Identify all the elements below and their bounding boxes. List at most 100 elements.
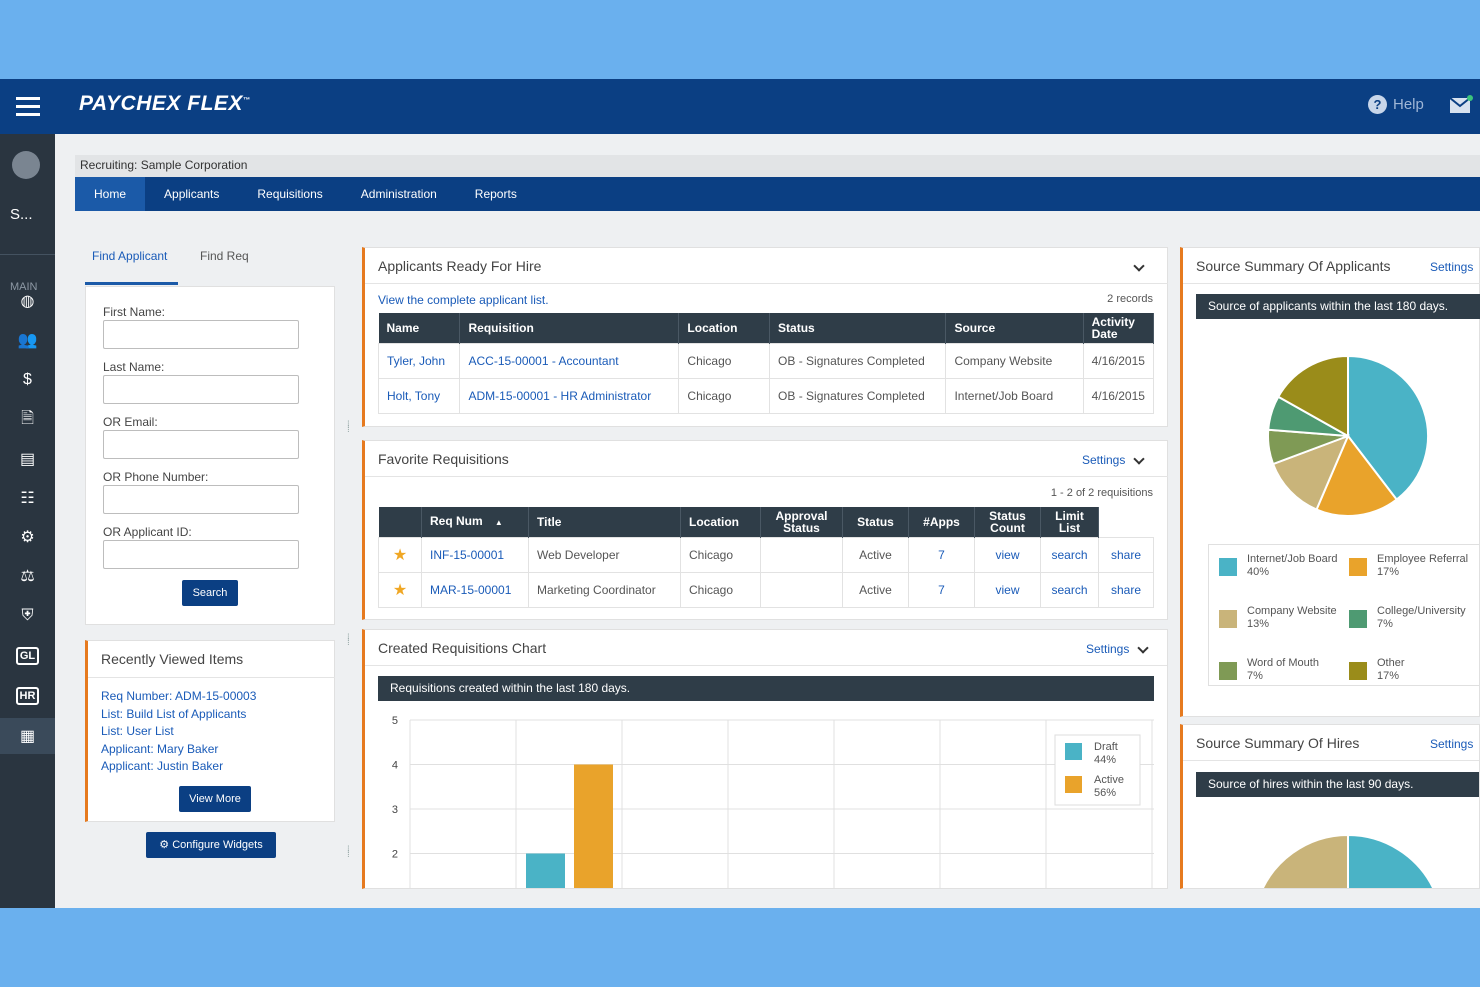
breadcrumb: Recruiting: Sample Corporation — [75, 155, 1480, 177]
tab-reports[interactable]: Reports — [474, 187, 517, 201]
column-header[interactable]: Source — [945, 313, 1084, 343]
column-header[interactable]: Approval Status — [760, 507, 843, 537]
action-link[interactable]: view — [974, 571, 1041, 608]
view-more-button[interactable]: View More — [179, 786, 251, 812]
legend-item: Company Website 13% — [1219, 605, 1349, 631]
legend-text: Company Website 13% — [1247, 605, 1337, 631]
column-header[interactable]: Req Num ▲ — [421, 507, 529, 537]
recent-item-link[interactable]: Applicant: Justin Baker — [101, 759, 224, 773]
email-input[interactable] — [103, 430, 299, 459]
column-header[interactable]: Location — [678, 313, 771, 343]
legend-swatch — [1349, 610, 1367, 628]
applicant-name-link[interactable]: Tyler, John — [377, 342, 461, 379]
sort-ascending-icon[interactable]: ▲ — [492, 517, 503, 527]
drag-handle[interactable]: ⁞ ⁞ — [347, 845, 350, 860]
gear-people-icon[interactable]: ⚙ — [20, 529, 35, 546]
column-header[interactable]: Requisition — [459, 313, 680, 343]
search-button[interactable]: Search — [182, 580, 238, 606]
action-link[interactable]: 7 — [908, 571, 975, 608]
pie-slice — [1315, 434, 1399, 517]
recent-item-link[interactable]: Applicant: Mary Baker — [101, 741, 219, 756]
recent-item-link[interactable]: List: User List — [101, 724, 174, 738]
dollar-icon[interactable]: $ — [23, 371, 32, 388]
chevron-down-icon[interactable] — [1133, 453, 1145, 465]
created-chart-banner: Requisitions created within the last 180… — [378, 676, 1154, 701]
recent-item-link[interactable]: List: Build List of Applicants — [101, 706, 247, 721]
requisition-link[interactable]: ACC-15-00001 - Accountant — [459, 342, 680, 379]
records-count: 2 records — [1107, 293, 1153, 305]
table-cell — [760, 536, 843, 573]
user-name[interactable]: S... — [10, 206, 33, 223]
drag-handle[interactable]: ⁞ ⁞ — [347, 633, 350, 648]
gl-icon[interactable]: GL — [0, 638, 55, 674]
source-applicants-settings-link[interactable]: Settings — [1430, 260, 1474, 274]
tab-requisitions[interactable]: Requisitions — [257, 187, 323, 201]
column-header[interactable]: Limit List — [1040, 507, 1099, 537]
action-link[interactable]: share — [1098, 571, 1154, 608]
hr-icon[interactable]: HR — [0, 678, 55, 714]
chevron-down-icon[interactable] — [1137, 642, 1149, 654]
find-applicant-panel: First Name: Last Name: OR Email: OR Phon… — [85, 286, 335, 625]
table-cell: Chicago — [680, 536, 761, 573]
document-clock-icon[interactable]: 🗎 — [21, 409, 34, 427]
ledger-icon[interactable]: ▤ — [19, 451, 36, 468]
column-header[interactable]: Status Count — [974, 507, 1041, 537]
scales-icon[interactable]: ⚖ — [20, 568, 35, 585]
bar — [574, 764, 613, 888]
req-num-link[interactable]: INF-15-00001 — [421, 536, 529, 573]
first-name-input[interactable] — [103, 320, 299, 349]
hamburger-menu-icon[interactable] — [0, 79, 55, 134]
find-tab-req[interactable]: Find Req — [200, 249, 249, 263]
legend-value: 44% — [1094, 754, 1116, 766]
users-icon[interactable]: 👥 — [17, 332, 38, 349]
applicant-id-input[interactable] — [103, 540, 299, 569]
column-header[interactable]: Location — [680, 507, 761, 537]
shield-icon[interactable]: ⛨ — [21, 607, 34, 624]
last-name-input[interactable] — [103, 375, 299, 404]
action-link[interactable]: view — [974, 536, 1041, 573]
avatar[interactable] — [12, 151, 40, 179]
column-header[interactable]: Activity Date — [1083, 313, 1155, 343]
column-header[interactable]: Name — [378, 313, 461, 343]
table-cell: Chicago — [680, 571, 761, 608]
column-label: Location — [689, 514, 739, 529]
source-hires-pie-chart — [1261, 833, 1435, 888]
calculator-icon[interactable]: ▦ — [0, 718, 55, 754]
action-link[interactable]: 7 — [908, 536, 975, 573]
drag-handle[interactable]: ⁞ ⁞ — [347, 420, 350, 435]
phone-input[interactable] — [103, 485, 299, 514]
mail-icon[interactable] — [1450, 95, 1474, 115]
legend-value: 56% — [1094, 787, 1116, 799]
req-num-link[interactable]: MAR-15-00001 — [421, 571, 529, 608]
tab-home[interactable]: Home — [75, 177, 146, 211]
column-header[interactable]: Title — [528, 507, 681, 537]
checklist-icon[interactable]: ☷ — [20, 490, 35, 507]
tab-administration[interactable]: Administration — [360, 187, 437, 201]
first-name-label: First Name: — [103, 305, 166, 319]
tab-applicants[interactable]: Applicants — [164, 187, 220, 201]
top-bar: PAYCHEX FLEX™ ? Help — [0, 79, 1480, 134]
find-tab-applicant[interactable]: Find Applicant — [92, 249, 168, 263]
view-applicant-list-link[interactable]: View the complete applicant list. — [378, 293, 549, 307]
action-link[interactable]: search — [1040, 571, 1099, 608]
action-link[interactable]: share — [1098, 536, 1154, 573]
favorite-star-icon[interactable]: ★ — [378, 571, 422, 608]
column-header[interactable]: #Apps — [908, 507, 975, 537]
source-hires-settings-link[interactable]: Settings — [1430, 737, 1474, 751]
favorites-settings-link[interactable]: Settings — [1082, 453, 1126, 467]
legend-swatch — [1219, 662, 1237, 680]
favorite-star-icon[interactable]: ★ — [378, 536, 422, 573]
table-cell: OB - Signatures Completed — [769, 377, 947, 414]
source-hires-title: Source Summary Of Hires — [1196, 735, 1360, 751]
created-settings-link[interactable]: Settings — [1086, 642, 1130, 656]
column-header[interactable]: Status — [842, 507, 909, 537]
help-link[interactable]: ? Help — [1368, 95, 1424, 114]
configure-widgets-button[interactable]: ⚙ Configure Widgets — [146, 832, 276, 858]
action-link[interactable]: search — [1040, 536, 1099, 573]
chevron-down-icon[interactable] — [1133, 260, 1145, 272]
requisition-link[interactable]: ADM-15-00001 - HR Administrator — [459, 377, 680, 414]
applicant-name-link[interactable]: Holt, Tony — [377, 377, 461, 414]
recent-item-link[interactable]: Req Number: ADM-15-00003 — [101, 689, 257, 703]
globe-icon[interactable]: ◍ — [20, 293, 35, 310]
column-header[interactable]: Status — [769, 313, 947, 343]
